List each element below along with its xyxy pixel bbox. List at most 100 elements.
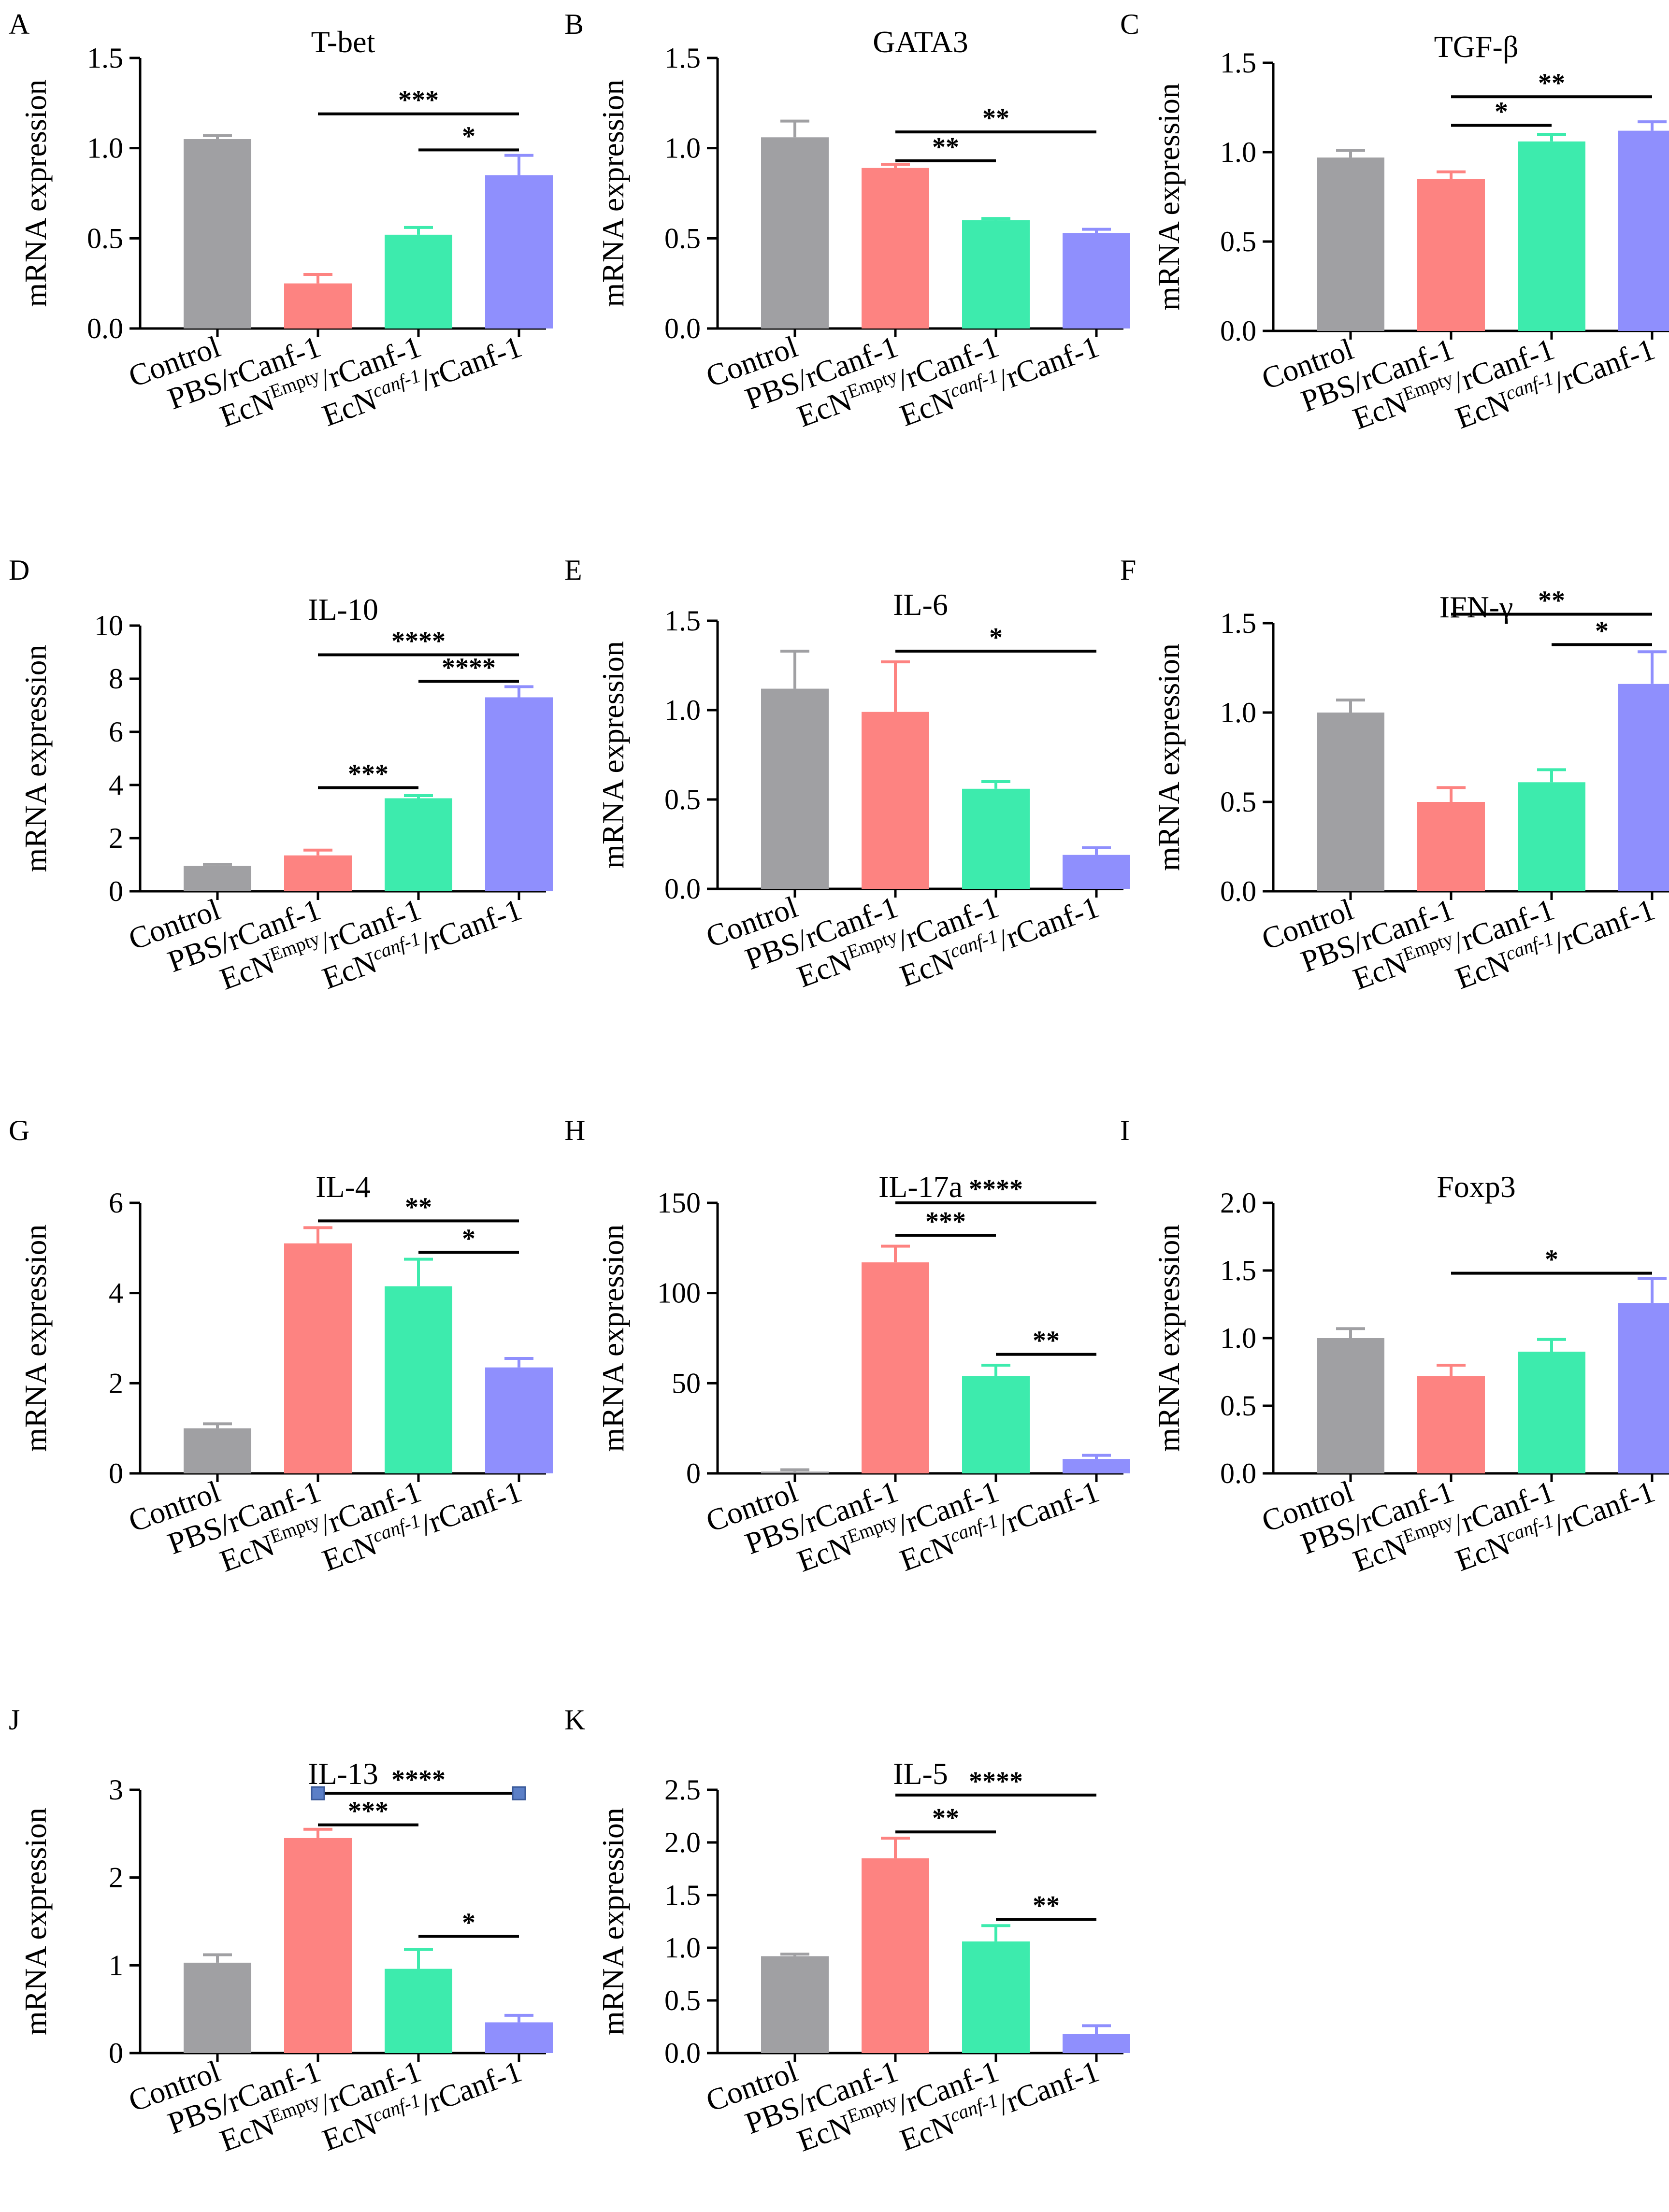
bar (862, 1858, 929, 2053)
y-tick-label: 0.5 (1220, 226, 1256, 257)
bar (1317, 157, 1384, 331)
y-tick-label: 1 (109, 1949, 123, 1981)
panel-letter: E (564, 554, 582, 586)
y-tick-label: 0 (109, 2037, 123, 2069)
bar (1518, 782, 1585, 891)
significance-label: **** (969, 1174, 1023, 1204)
y-tick-label: 1.5 (1220, 47, 1256, 79)
category-suffix: /rCanf-1 (993, 1474, 1104, 1542)
significance-marker (512, 1786, 526, 1800)
bar (1063, 233, 1130, 328)
bar (761, 1956, 829, 2053)
significance-label: ** (932, 1803, 959, 1833)
panel-letter: H (564, 1114, 585, 1146)
chart-title: IFN-γ (1439, 590, 1513, 624)
panel-letter: I (1120, 1114, 1130, 1146)
y-tick-label: 1.0 (1220, 697, 1256, 728)
y-tick-label: 1.0 (664, 1932, 701, 1964)
y-tick-label: 8 (109, 663, 123, 695)
bar (485, 2022, 553, 2053)
bar (1417, 1376, 1485, 1473)
y-axis-label: mRNA expression (1151, 1224, 1186, 1452)
y-axis-label: mRNA expression (596, 1224, 630, 1452)
significance-label: **** (391, 627, 446, 656)
panel-letter: D (9, 554, 29, 586)
y-axis-label: mRNA expression (1151, 83, 1186, 311)
y-tick-label: 0 (686, 1457, 701, 1489)
y-tick-label: 2.0 (1220, 1187, 1256, 1219)
y-tick-label: 1.5 (664, 42, 701, 74)
y-tick-label: 0.0 (1220, 315, 1256, 347)
chart-title: IL-6 (893, 587, 948, 622)
y-tick-label: 0.0 (87, 313, 123, 344)
chart-title: GATA3 (873, 25, 968, 59)
bar (1063, 855, 1130, 889)
significance-marker (311, 1786, 325, 1800)
y-tick-label: 1.5 (664, 605, 701, 637)
y-axis-label: mRNA expression (18, 1224, 53, 1452)
category-suffix: /rCanf-1 (416, 329, 526, 397)
category-suffix: /rCanf-1 (416, 2054, 526, 2122)
bar (1317, 713, 1384, 891)
y-axis-label: mRNA expression (596, 1808, 630, 2035)
bar (1618, 684, 1669, 891)
bar (1518, 1352, 1585, 1473)
significance-label: **** (442, 653, 496, 683)
bar (284, 283, 352, 328)
y-tick-label: 2.0 (664, 1827, 701, 1858)
panel-letter: A (9, 8, 29, 40)
chart-title: T-bet (311, 25, 375, 59)
bar (184, 1962, 251, 2053)
category-suffix: /rCanf-1 (416, 1474, 526, 1542)
bar (284, 1838, 352, 2053)
significance-label: ** (1538, 68, 1565, 98)
y-tick-label: 1.0 (87, 132, 123, 164)
y-tick-label: 6 (109, 716, 123, 748)
y-tick-label: 2 (109, 822, 123, 854)
y-tick-label: 0.5 (1220, 786, 1256, 818)
y-tick-label: 50 (672, 1367, 701, 1399)
y-tick-label: 0.0 (664, 313, 701, 344)
bar (284, 1243, 352, 1473)
significance-label: ** (1033, 1326, 1060, 1356)
bar (385, 234, 452, 328)
y-tick-label: 4 (109, 769, 123, 801)
bar (385, 798, 452, 891)
bar (962, 788, 1030, 889)
panel-letter: J (9, 1704, 20, 1736)
panel-letter: B (564, 8, 584, 40)
chart-title: TGF-β (1434, 29, 1519, 64)
significance-label: ** (1538, 586, 1565, 616)
significance-label: **** (391, 1765, 446, 1795)
bar (1618, 1303, 1669, 1473)
chart-title: IL-5 (893, 1756, 948, 1791)
y-tick-label: 4 (109, 1277, 123, 1309)
significance-label: * (462, 1224, 475, 1254)
y-tick-label: 0 (109, 875, 123, 907)
bar (962, 1376, 1030, 1473)
category-suffix: /rCanf-1 (993, 889, 1104, 957)
bar (184, 139, 251, 328)
y-tick-label: 10 (94, 610, 123, 642)
y-tick-label: 1.5 (87, 42, 123, 74)
y-tick-label: 0.5 (664, 222, 701, 254)
bar (1618, 130, 1669, 331)
y-tick-label: 0 (109, 1457, 123, 1489)
bar (485, 697, 553, 891)
significance-label: *** (348, 1797, 388, 1827)
y-tick-label: 1.5 (1220, 1255, 1256, 1286)
significance-label: *** (925, 1207, 966, 1237)
significance-label: * (462, 121, 475, 151)
chart-title: IL-17a (878, 1170, 963, 1204)
category-suffix: /rCanf-1 (1549, 331, 1659, 400)
bar (184, 866, 251, 891)
y-axis-label: mRNA expression (18, 79, 53, 307)
panel-letter: C (1120, 8, 1139, 40)
significance-label: * (989, 623, 1003, 653)
